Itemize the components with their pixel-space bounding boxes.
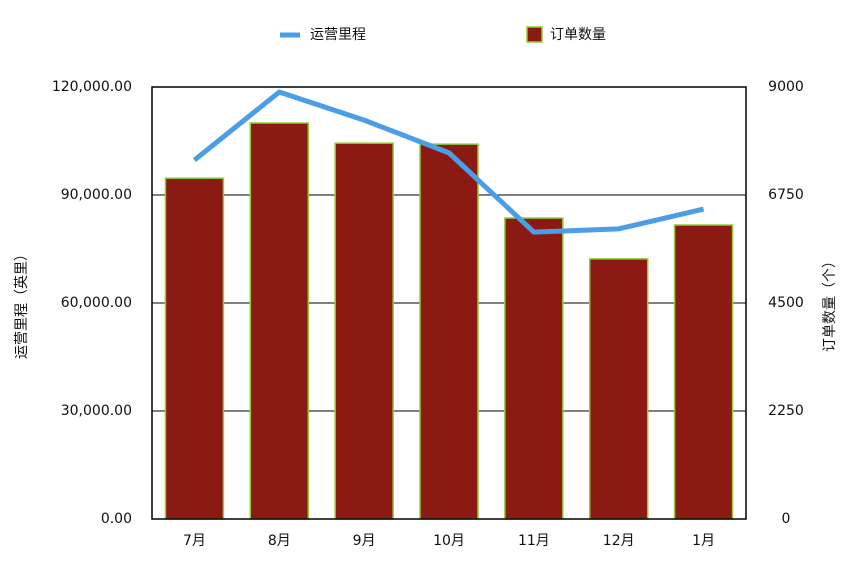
x-tick-label: 8月 [268,533,291,549]
y-tick-label: 120,000.00 [52,79,132,95]
y2-tick-label: 6750 [768,187,804,203]
x-tick-label: 11月 [518,533,550,549]
bar [249,122,310,520]
bar [419,143,479,520]
y2-axis-title: 订单数量（个） [822,254,838,352]
y-axis-title: 运营里程（英里） [13,247,30,359]
bar [588,258,649,520]
y2-tick-label: 0 [782,511,791,527]
y-tick-label: 30,000.00 [61,403,132,419]
y2-tick-label: 4500 [768,295,804,311]
y-tick-label: 60,000.00 [61,295,132,311]
legend-swatch [526,26,543,43]
x-tick-label: 1月 [692,533,715,549]
bar [164,177,225,520]
plot-frame [151,86,747,520]
bar [334,142,394,520]
line-series [192,89,705,235]
x-tick-label: 9月 [353,533,376,549]
y-tick-label: 0.00 [101,511,132,527]
legend-label: 运营里程 [310,27,366,43]
y2-tick-label: 2250 [768,403,804,419]
bar [673,224,734,520]
x-tick-label: 10月 [433,533,465,549]
legend-label: 订单数量 [550,27,606,43]
x-tick-label: 7月 [183,533,206,549]
x-tick-label: 12月 [603,533,635,549]
y-tick-label: 90,000.00 [61,187,132,203]
bar [504,217,564,520]
y2-tick-label: 9000 [768,79,804,95]
